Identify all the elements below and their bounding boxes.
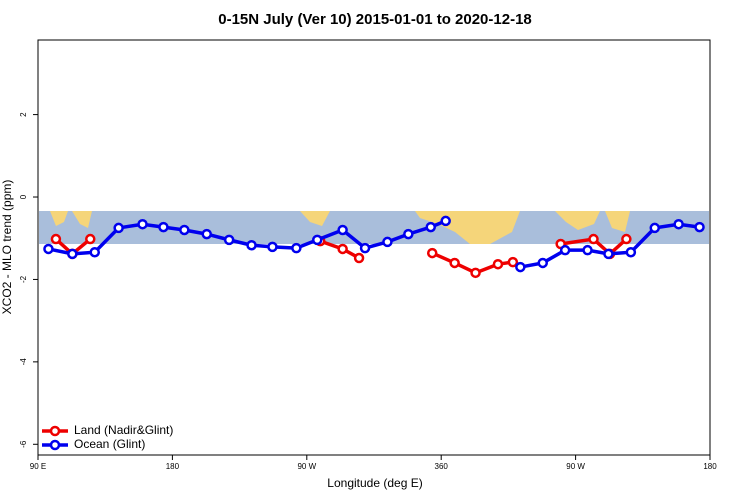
data-point [312,234,323,246]
data-point [223,234,235,246]
data-point [603,248,614,260]
data-point [359,242,371,254]
y-tick-label: -4 [19,358,28,366]
x-tick-label: 90 W [297,462,316,471]
x-tick-label: 360 [435,462,449,471]
y-tick-label: 0 [19,194,28,199]
legend-marker [49,425,61,437]
data-point [537,257,548,269]
land-shape [555,211,630,232]
data-point [337,224,348,236]
legend-label: Ocean (Glint) [74,437,145,451]
data-point [201,228,212,240]
data-point [158,221,169,233]
x-axis-label: Longitude (deg E) [327,476,422,490]
y-tick-label: 2 [19,112,28,117]
data-point [515,261,526,273]
data-point [291,242,302,254]
x-tick-label: 90 E [30,462,46,471]
legend-label: Land (Nadir&Glint) [74,423,173,437]
data-point [673,218,684,230]
data-point [588,233,599,245]
data-point [621,233,632,245]
x-tick-label: 180 [703,462,717,471]
data-point [179,224,190,236]
data-point [89,246,100,258]
land-shape [300,211,330,226]
data-point [694,221,705,233]
chart-title: 0-15N July (Ver 10) 2015-01-01 to 2020-1… [218,11,532,28]
data-point [403,228,414,240]
data-point [43,243,54,255]
data-point [353,252,365,264]
data-point [50,233,62,245]
legend-marker [49,439,61,451]
x-tick-label: 180 [166,462,180,471]
data-point [425,221,436,233]
data-point [449,257,460,269]
data-point [649,222,660,234]
data-point [507,256,519,268]
y-tick-label: -2 [19,275,28,283]
y-tick-label: -6 [19,440,28,448]
land-shape [50,211,92,228]
data-point [85,233,96,245]
data-point [492,258,504,270]
data-point [625,246,637,258]
y-axis-label: XCO2 - MLO trend (ppm) [0,180,14,315]
series-line [560,237,628,257]
data-point [267,241,278,253]
data-point [582,244,593,256]
data-point [113,222,124,234]
x-tick-label: 90 W [566,462,585,471]
data-point [559,244,571,256]
plot-frame [37,39,711,456]
data-point [67,248,78,260]
data-point [337,243,348,255]
data-point [470,267,481,279]
data-point [426,247,438,259]
data-point [382,236,393,248]
data-point [440,215,451,227]
data-point [137,218,148,230]
data-point [246,239,257,251]
